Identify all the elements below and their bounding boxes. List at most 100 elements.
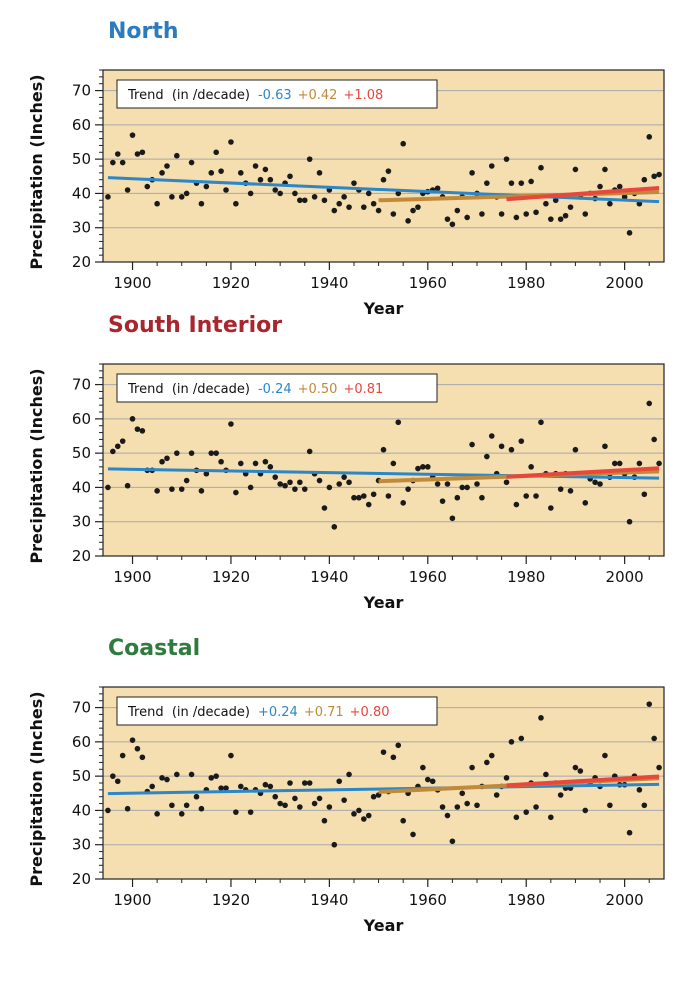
data-point — [233, 200, 239, 207]
data-point — [602, 166, 608, 173]
data-point — [228, 421, 234, 427]
data-point — [213, 450, 219, 456]
x-tick-label: 2000 — [606, 568, 644, 586]
chart-panel-3: Coastal 20 30 40 50 60 70 1900 1920 1940 1960 1980 2… — [27, 636, 665, 935]
data-point — [218, 458, 224, 465]
data-point — [444, 216, 451, 222]
data-point — [178, 486, 185, 492]
data-point — [626, 829, 633, 836]
y-tick-label: 70 — [72, 82, 91, 100]
data-point — [493, 792, 500, 798]
data-point — [277, 190, 283, 197]
data-point — [479, 494, 485, 501]
data-point — [287, 173, 293, 180]
data-point — [306, 448, 313, 455]
data-point — [380, 446, 387, 453]
data-point — [503, 479, 510, 486]
data-point — [518, 438, 525, 444]
data-point — [395, 419, 402, 426]
data-point — [247, 809, 254, 815]
trend-line-since-1975 — [506, 774, 660, 788]
legend-trend-value: +0.50 — [298, 382, 338, 397]
data-point — [538, 715, 544, 721]
x-axis-label: Year — [363, 299, 404, 318]
data-point — [484, 180, 490, 186]
trend-line-since-1975 — [506, 185, 660, 202]
data-point — [213, 149, 219, 156]
data-point — [420, 464, 426, 470]
data-point — [361, 204, 367, 210]
data-point — [621, 194, 628, 200]
data-point — [434, 481, 441, 487]
data-point — [129, 737, 136, 743]
data-point — [557, 216, 564, 222]
trend-line-since-1950 — [378, 190, 660, 203]
data-point — [656, 460, 662, 467]
data-point — [321, 817, 328, 824]
data-point — [488, 163, 495, 169]
data-point — [114, 443, 121, 450]
data-point — [301, 780, 308, 786]
data-point — [572, 166, 579, 173]
data-point — [513, 501, 520, 508]
data-point — [479, 211, 485, 217]
data-point — [174, 771, 180, 778]
data-point — [370, 793, 377, 800]
data-point — [262, 458, 269, 465]
data-point — [237, 170, 244, 176]
y-tick-label: 20 — [72, 253, 91, 271]
data-point — [439, 498, 446, 504]
x-tick-label: 1940 — [310, 568, 348, 586]
x-tick-label: 1960 — [409, 274, 447, 292]
x-tick-label: 1920 — [212, 274, 250, 292]
data-point — [380, 749, 387, 755]
data-point — [188, 159, 195, 166]
data-point — [592, 479, 598, 486]
y-tick-label: 30 — [72, 836, 91, 854]
y-tick-label: 70 — [72, 699, 91, 717]
data-point — [297, 197, 303, 204]
data-point — [174, 450, 180, 456]
data-point — [169, 194, 175, 200]
legend-box — [116, 373, 438, 403]
data-point — [134, 426, 141, 432]
data-point — [636, 460, 643, 467]
data-point — [169, 486, 175, 492]
trend-line-since-1975 — [506, 466, 660, 479]
data-point — [459, 484, 466, 491]
data-point — [518, 735, 525, 742]
data-point — [503, 156, 510, 162]
data-point — [400, 817, 406, 824]
data-point — [488, 433, 495, 439]
data-point — [292, 190, 298, 197]
data-point — [616, 460, 623, 467]
data-point — [292, 795, 298, 802]
data-point — [395, 190, 402, 197]
data-point — [183, 477, 190, 484]
data-point — [533, 804, 539, 810]
data-point — [548, 505, 554, 511]
data-point — [538, 164, 544, 171]
data-point — [484, 759, 490, 766]
legend-trend-value: +0.24 — [258, 705, 298, 720]
data-point — [626, 230, 633, 236]
y-tick-label: 50 — [72, 767, 91, 785]
data-point — [262, 781, 269, 788]
y-tick-label: 40 — [72, 801, 91, 819]
y-tick-label: 50 — [72, 444, 91, 462]
data-point — [508, 180, 515, 186]
data-point — [203, 470, 210, 477]
data-point — [139, 754, 146, 761]
data-point — [405, 218, 411, 224]
trend-legend: Trend (in /decade) -0.24 +0.50 +0.81 — [116, 373, 438, 403]
data-point — [159, 170, 165, 176]
data-point — [582, 211, 589, 217]
legend-text: Trend (in /decade) -0.24 +0.50 +0.81 — [127, 382, 383, 397]
data-point — [548, 216, 554, 222]
data-point — [577, 768, 584, 774]
data-point — [341, 474, 347, 480]
data-point — [533, 493, 539, 499]
data-point — [356, 494, 362, 501]
data-point — [331, 524, 338, 530]
data-point — [410, 831, 416, 838]
